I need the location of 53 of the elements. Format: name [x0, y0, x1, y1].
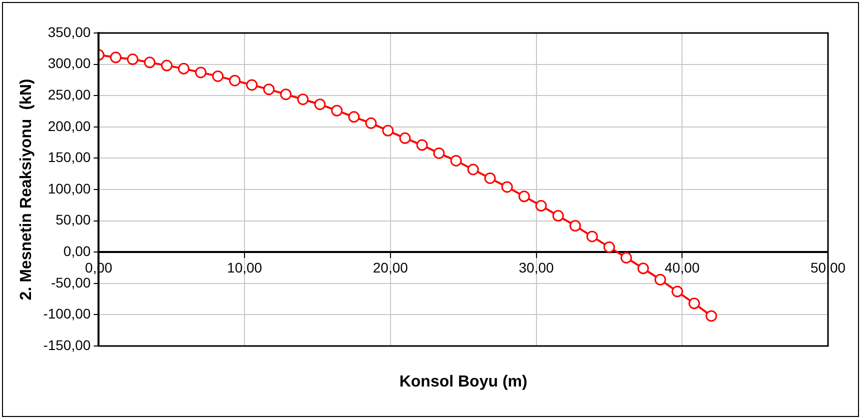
point — [416, 139, 428, 151]
point — [110, 52, 122, 64]
y-tick-label: 0,00 — [63, 242, 91, 259]
x-axis-title: Konsol Boyu (m) — [399, 373, 528, 390]
x-tick-label: 40,00 — [664, 259, 700, 276]
y-tick-label: -150,00 — [43, 336, 91, 353]
y-tick-label: -100,00 — [43, 306, 91, 322]
y-tick-label: 150,00 — [48, 149, 91, 166]
point — [501, 181, 513, 193]
point — [195, 66, 207, 78]
y-tick-label: 200,00 — [48, 118, 91, 134]
point — [654, 274, 666, 286]
point — [331, 104, 343, 116]
point — [433, 147, 445, 159]
point — [552, 210, 564, 222]
x-tick-label: 20,00 — [372, 259, 408, 276]
point — [637, 262, 649, 274]
point — [297, 94, 309, 106]
point — [246, 79, 258, 91]
point — [450, 154, 462, 166]
point — [263, 84, 275, 96]
point — [467, 164, 479, 176]
y-axis-title: 2. Mesnetin Reaksiyonu (kN) — [18, 78, 36, 300]
point — [126, 54, 138, 66]
y-tick-label: 350,00 — [48, 24, 91, 40]
point — [382, 124, 394, 136]
y-tick-label: 100,00 — [48, 180, 91, 196]
point — [399, 132, 411, 144]
y-tick-label: -50,00 — [50, 274, 91, 290]
point — [672, 286, 684, 298]
x-tick-label: 30,00 — [518, 259, 554, 276]
point — [706, 310, 718, 322]
point — [280, 88, 292, 100]
point — [161, 60, 173, 72]
point — [144, 56, 156, 68]
point — [229, 74, 241, 86]
point — [212, 70, 224, 82]
point — [603, 241, 615, 253]
y-tick-label: 300,00 — [48, 55, 91, 72]
y-tick-label: 50,00 — [56, 212, 91, 228]
point — [586, 230, 598, 242]
point — [535, 200, 547, 212]
point — [620, 252, 632, 264]
point — [569, 220, 581, 232]
point — [178, 62, 190, 74]
point — [518, 190, 530, 202]
y-tick-label: 250,00 — [48, 86, 91, 102]
x-tick-label: 10,00 — [227, 259, 262, 276]
point — [365, 117, 377, 129]
point — [314, 98, 326, 110]
point — [688, 298, 700, 310]
point — [484, 172, 496, 184]
point — [348, 111, 360, 123]
